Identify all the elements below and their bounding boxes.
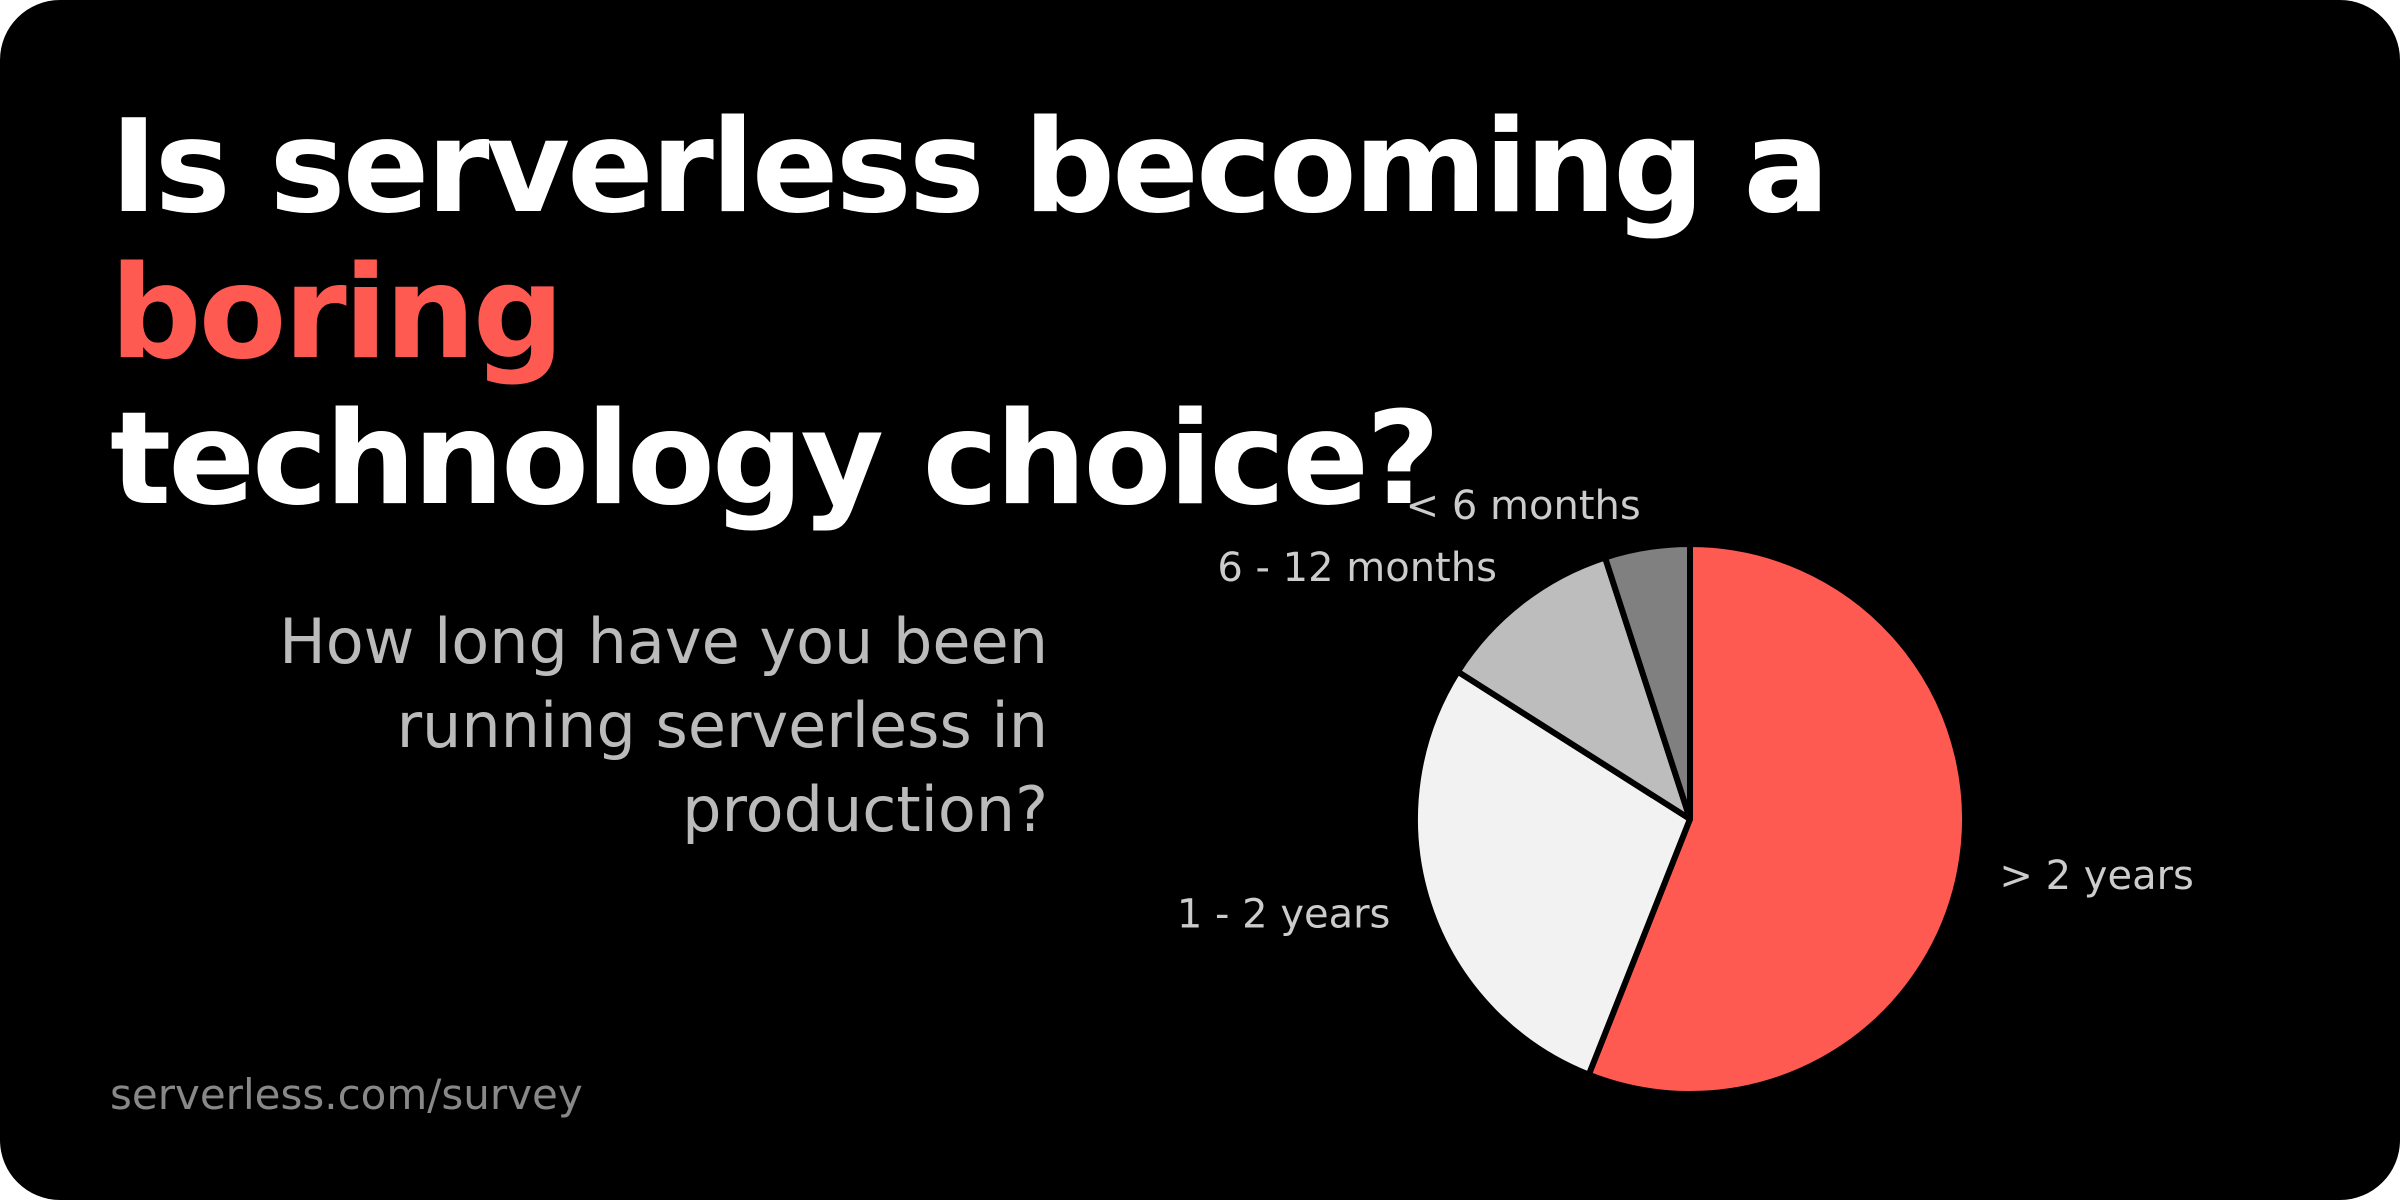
slice-label: > 2 years — [1999, 853, 2193, 899]
pie-slice — [1454, 554, 1693, 822]
title: Is serverless becoming a boring technolog… — [110, 95, 2310, 533]
slice-label: 6 - 12 months — [1217, 545, 1497, 591]
pie-slice — [1412, 668, 1693, 1078]
footer: serverless.com/survey — [110, 1070, 583, 1119]
title-highlight: boring — [110, 239, 564, 388]
pie-slice — [1585, 541, 1968, 1097]
slice-label: < 6 months — [1406, 483, 1641, 529]
title-text: technology choice? — [110, 385, 1440, 534]
subtitle: How long have you been running serverles… — [279, 605, 1048, 846]
slice-label: 1 - 2 years — [1177, 891, 1391, 937]
title-text: Is serverless becoming a — [110, 93, 1830, 242]
pie-slice — [1602, 541, 1693, 822]
